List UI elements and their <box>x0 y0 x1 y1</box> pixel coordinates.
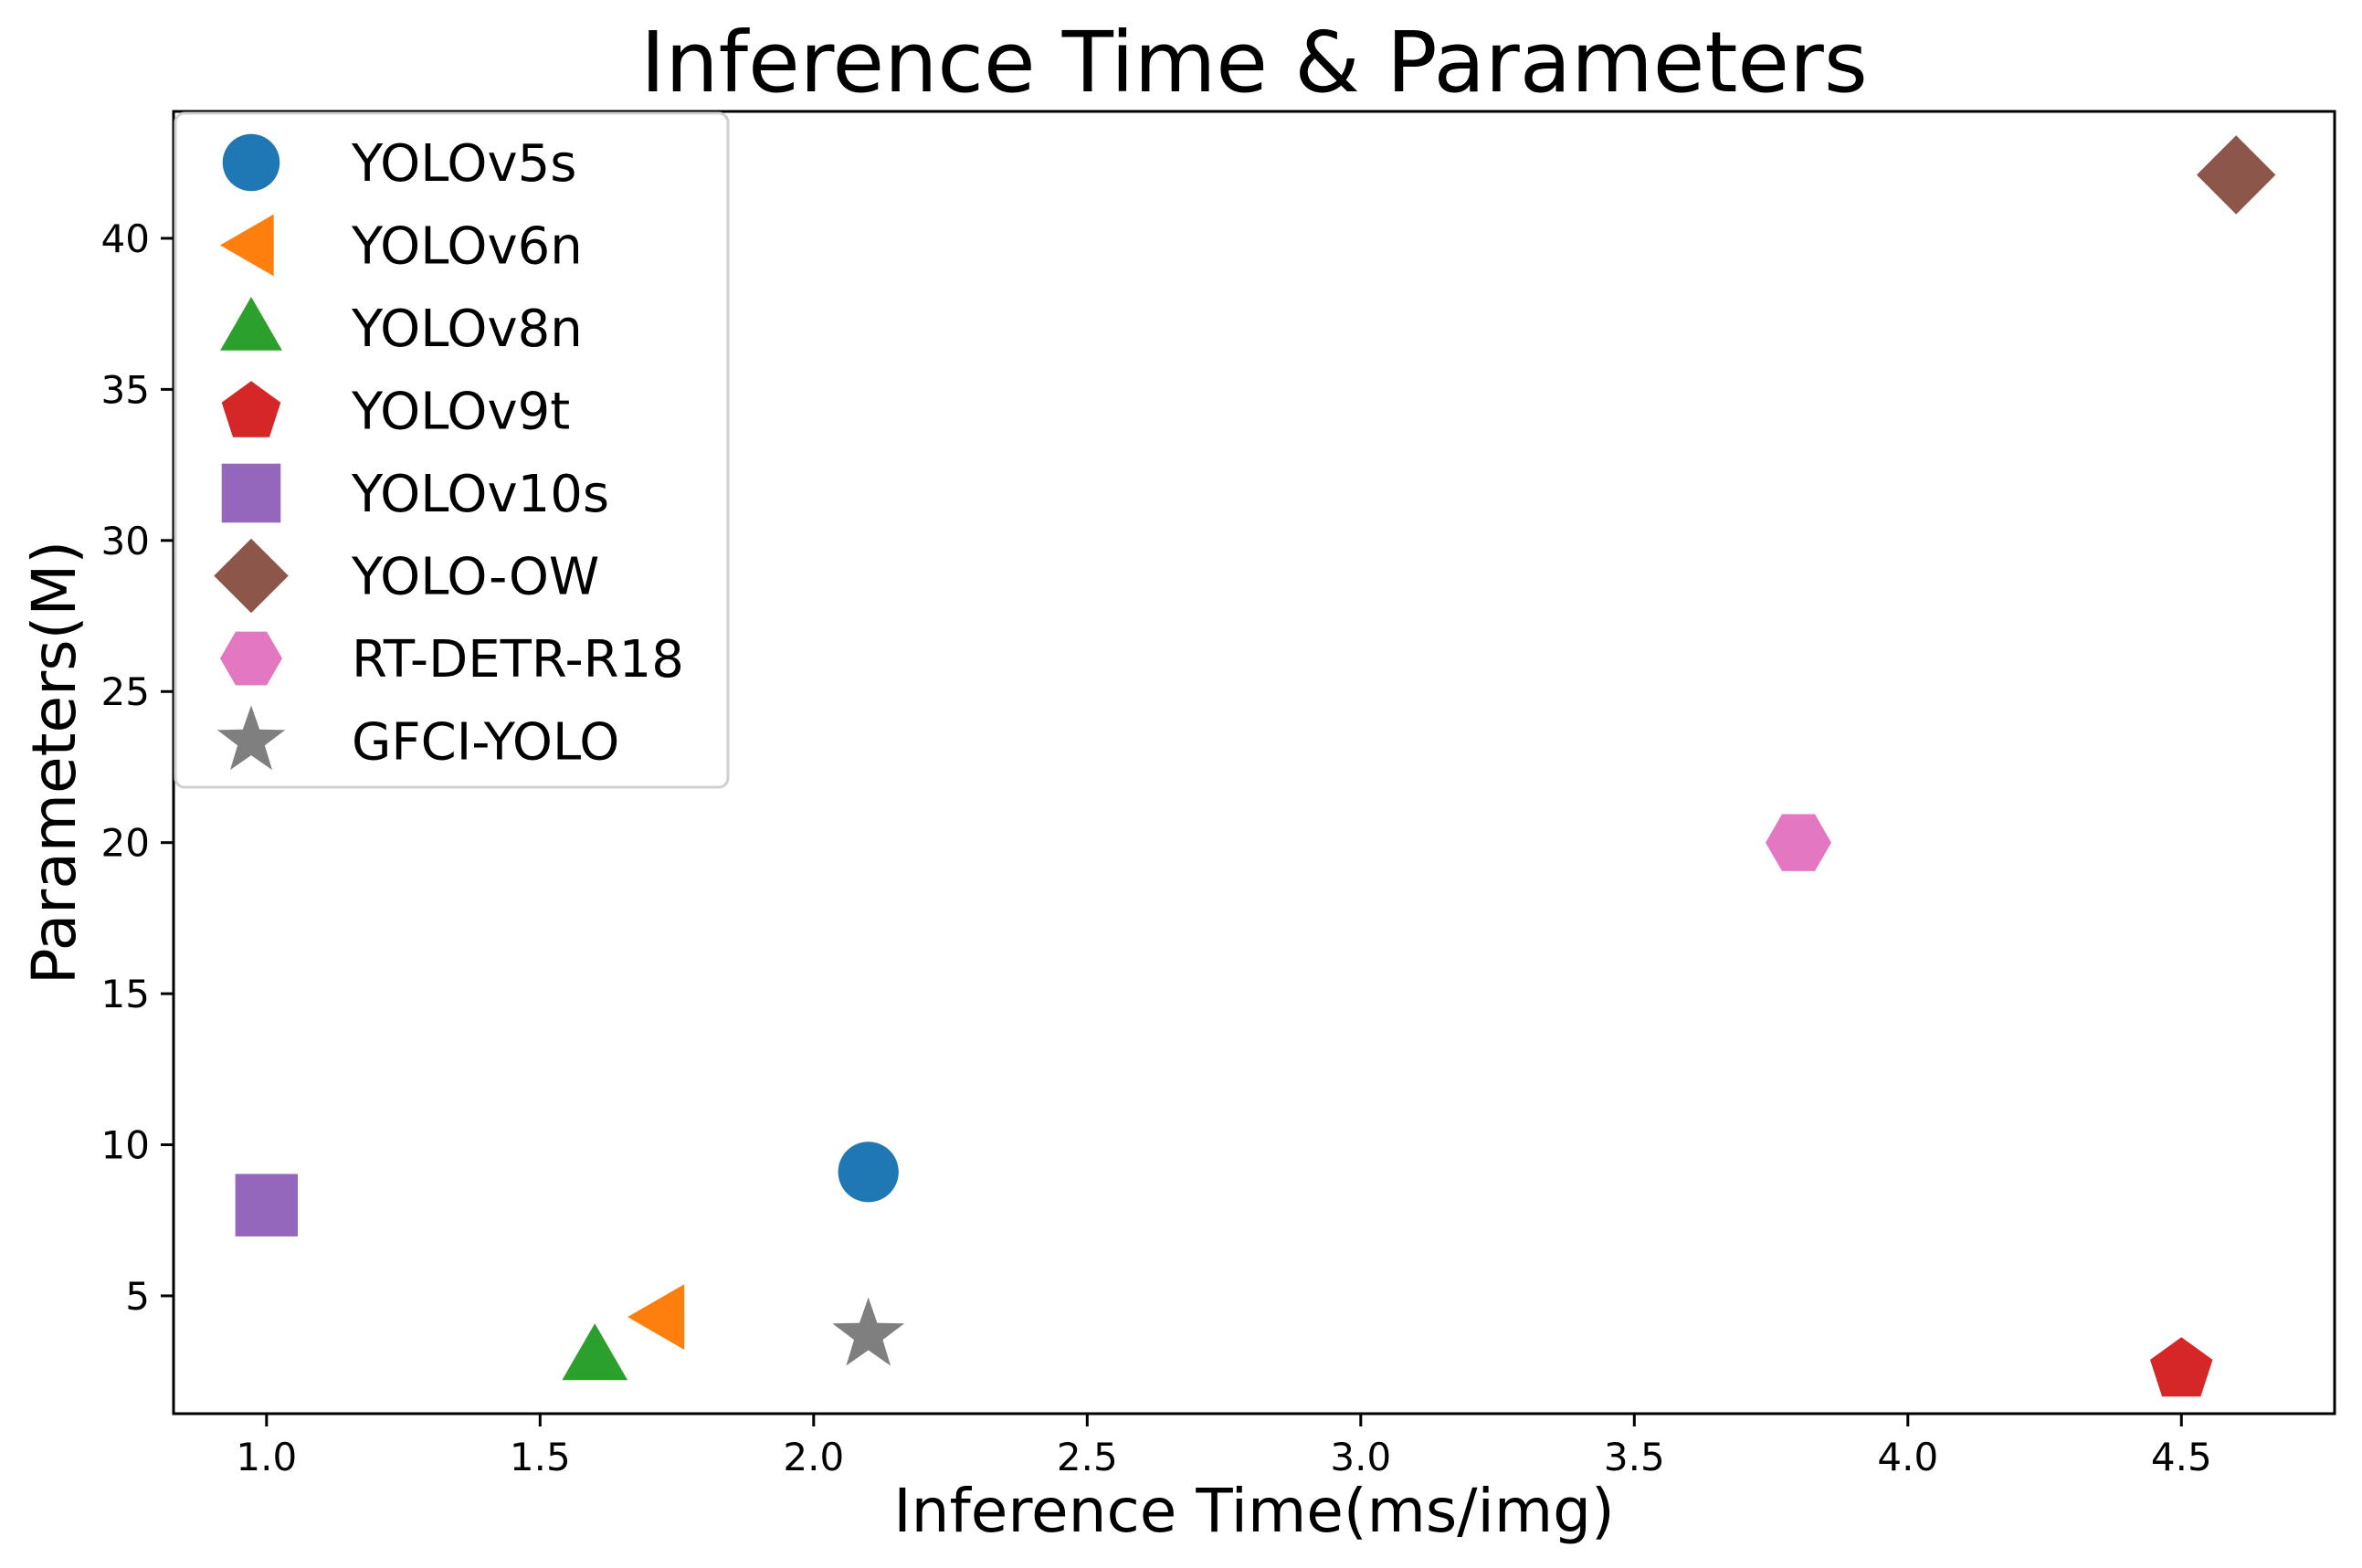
chart-title: Inference Time & Parameters <box>640 14 1868 111</box>
x-tick-label: 2.0 <box>783 1435 844 1479</box>
point-yolov10s <box>235 1173 299 1237</box>
legend-label-rt-detr-r18: RT-DETR-R18 <box>352 630 684 689</box>
legend-label-gfci-yolo: GFCI-YOLO <box>352 713 619 773</box>
point-rt-detr-r18 <box>1766 814 1831 871</box>
y-tick-label: 30 <box>101 519 150 563</box>
y-tick-label: 40 <box>101 216 150 261</box>
x-tick-label: 3.5 <box>1604 1435 1665 1479</box>
legend-label-yolov9t: YOLOv9t <box>351 383 570 442</box>
x-tick-label: 2.5 <box>1057 1435 1118 1479</box>
plot-area <box>172 110 2336 1415</box>
legend-label-yolo-ow: YOLO-OW <box>351 548 599 607</box>
legend-box <box>174 111 730 789</box>
point-yolov5s <box>838 1142 899 1203</box>
legend-items: YOLOv5s YOLOv6n YOLOv8n YOLOv9t YOLOv10s YOLO… <box>214 133 684 773</box>
legend-marker-yolov6n <box>220 214 274 277</box>
legend-label-yolov10s: YOLOv10s <box>351 465 609 524</box>
x-tick-label: 3.0 <box>1330 1435 1391 1479</box>
legend-marker-yolov5s <box>222 133 280 192</box>
y-tick-label: 20 <box>101 821 150 866</box>
legend: YOLOv5s YOLOv6n YOLOv8n YOLOv9t YOLOv10s YOLO… <box>174 111 730 789</box>
legend-label-yolov6n: YOLOv6n <box>351 217 583 277</box>
legend-label-yolov8n: YOLOv8n <box>351 300 583 359</box>
legend-marker-rt-detr-r18 <box>220 631 282 686</box>
legend-marker-yolo-ow <box>214 538 289 614</box>
x-axis-label: Inference Time(ms/img) <box>893 1476 1615 1546</box>
legend-marker-gfci-yolo <box>216 705 286 771</box>
x-axis-ticks: 1.0 1.5 2.0 2.5 3.0 3.5 4.0 4.5 <box>236 1414 2212 1479</box>
y-tick-label: 25 <box>101 669 150 714</box>
y-tick-label: 5 <box>125 1274 150 1319</box>
x-tick-label: 4.5 <box>2151 1435 2212 1479</box>
y-tick-label: 10 <box>101 1123 150 1168</box>
x-tick-label: 1.0 <box>236 1435 297 1479</box>
legend-marker-yolov9t <box>221 381 281 437</box>
y-tick-label: 15 <box>101 972 150 1016</box>
x-tick-label: 1.5 <box>510 1435 571 1479</box>
data-points <box>235 135 2276 1397</box>
y-axis-ticks: 5 10 15 20 25 30 35 40 <box>101 216 174 1319</box>
point-yolov8n <box>562 1323 628 1381</box>
point-yolov6n <box>627 1284 685 1350</box>
y-tick-label: 35 <box>101 367 150 412</box>
legend-label-yolov5s: YOLOv5s <box>351 134 576 194</box>
y-axis-label: Parameters(M) <box>19 541 90 984</box>
point-gfci-yolo <box>832 1297 905 1366</box>
legend-marker-yolov10s <box>221 463 281 523</box>
x-tick-label: 4.0 <box>1877 1435 1938 1479</box>
legend-marker-yolov8n <box>220 297 282 351</box>
point-yolo-ow <box>2197 135 2276 215</box>
point-yolov9t <box>2150 1337 2213 1397</box>
